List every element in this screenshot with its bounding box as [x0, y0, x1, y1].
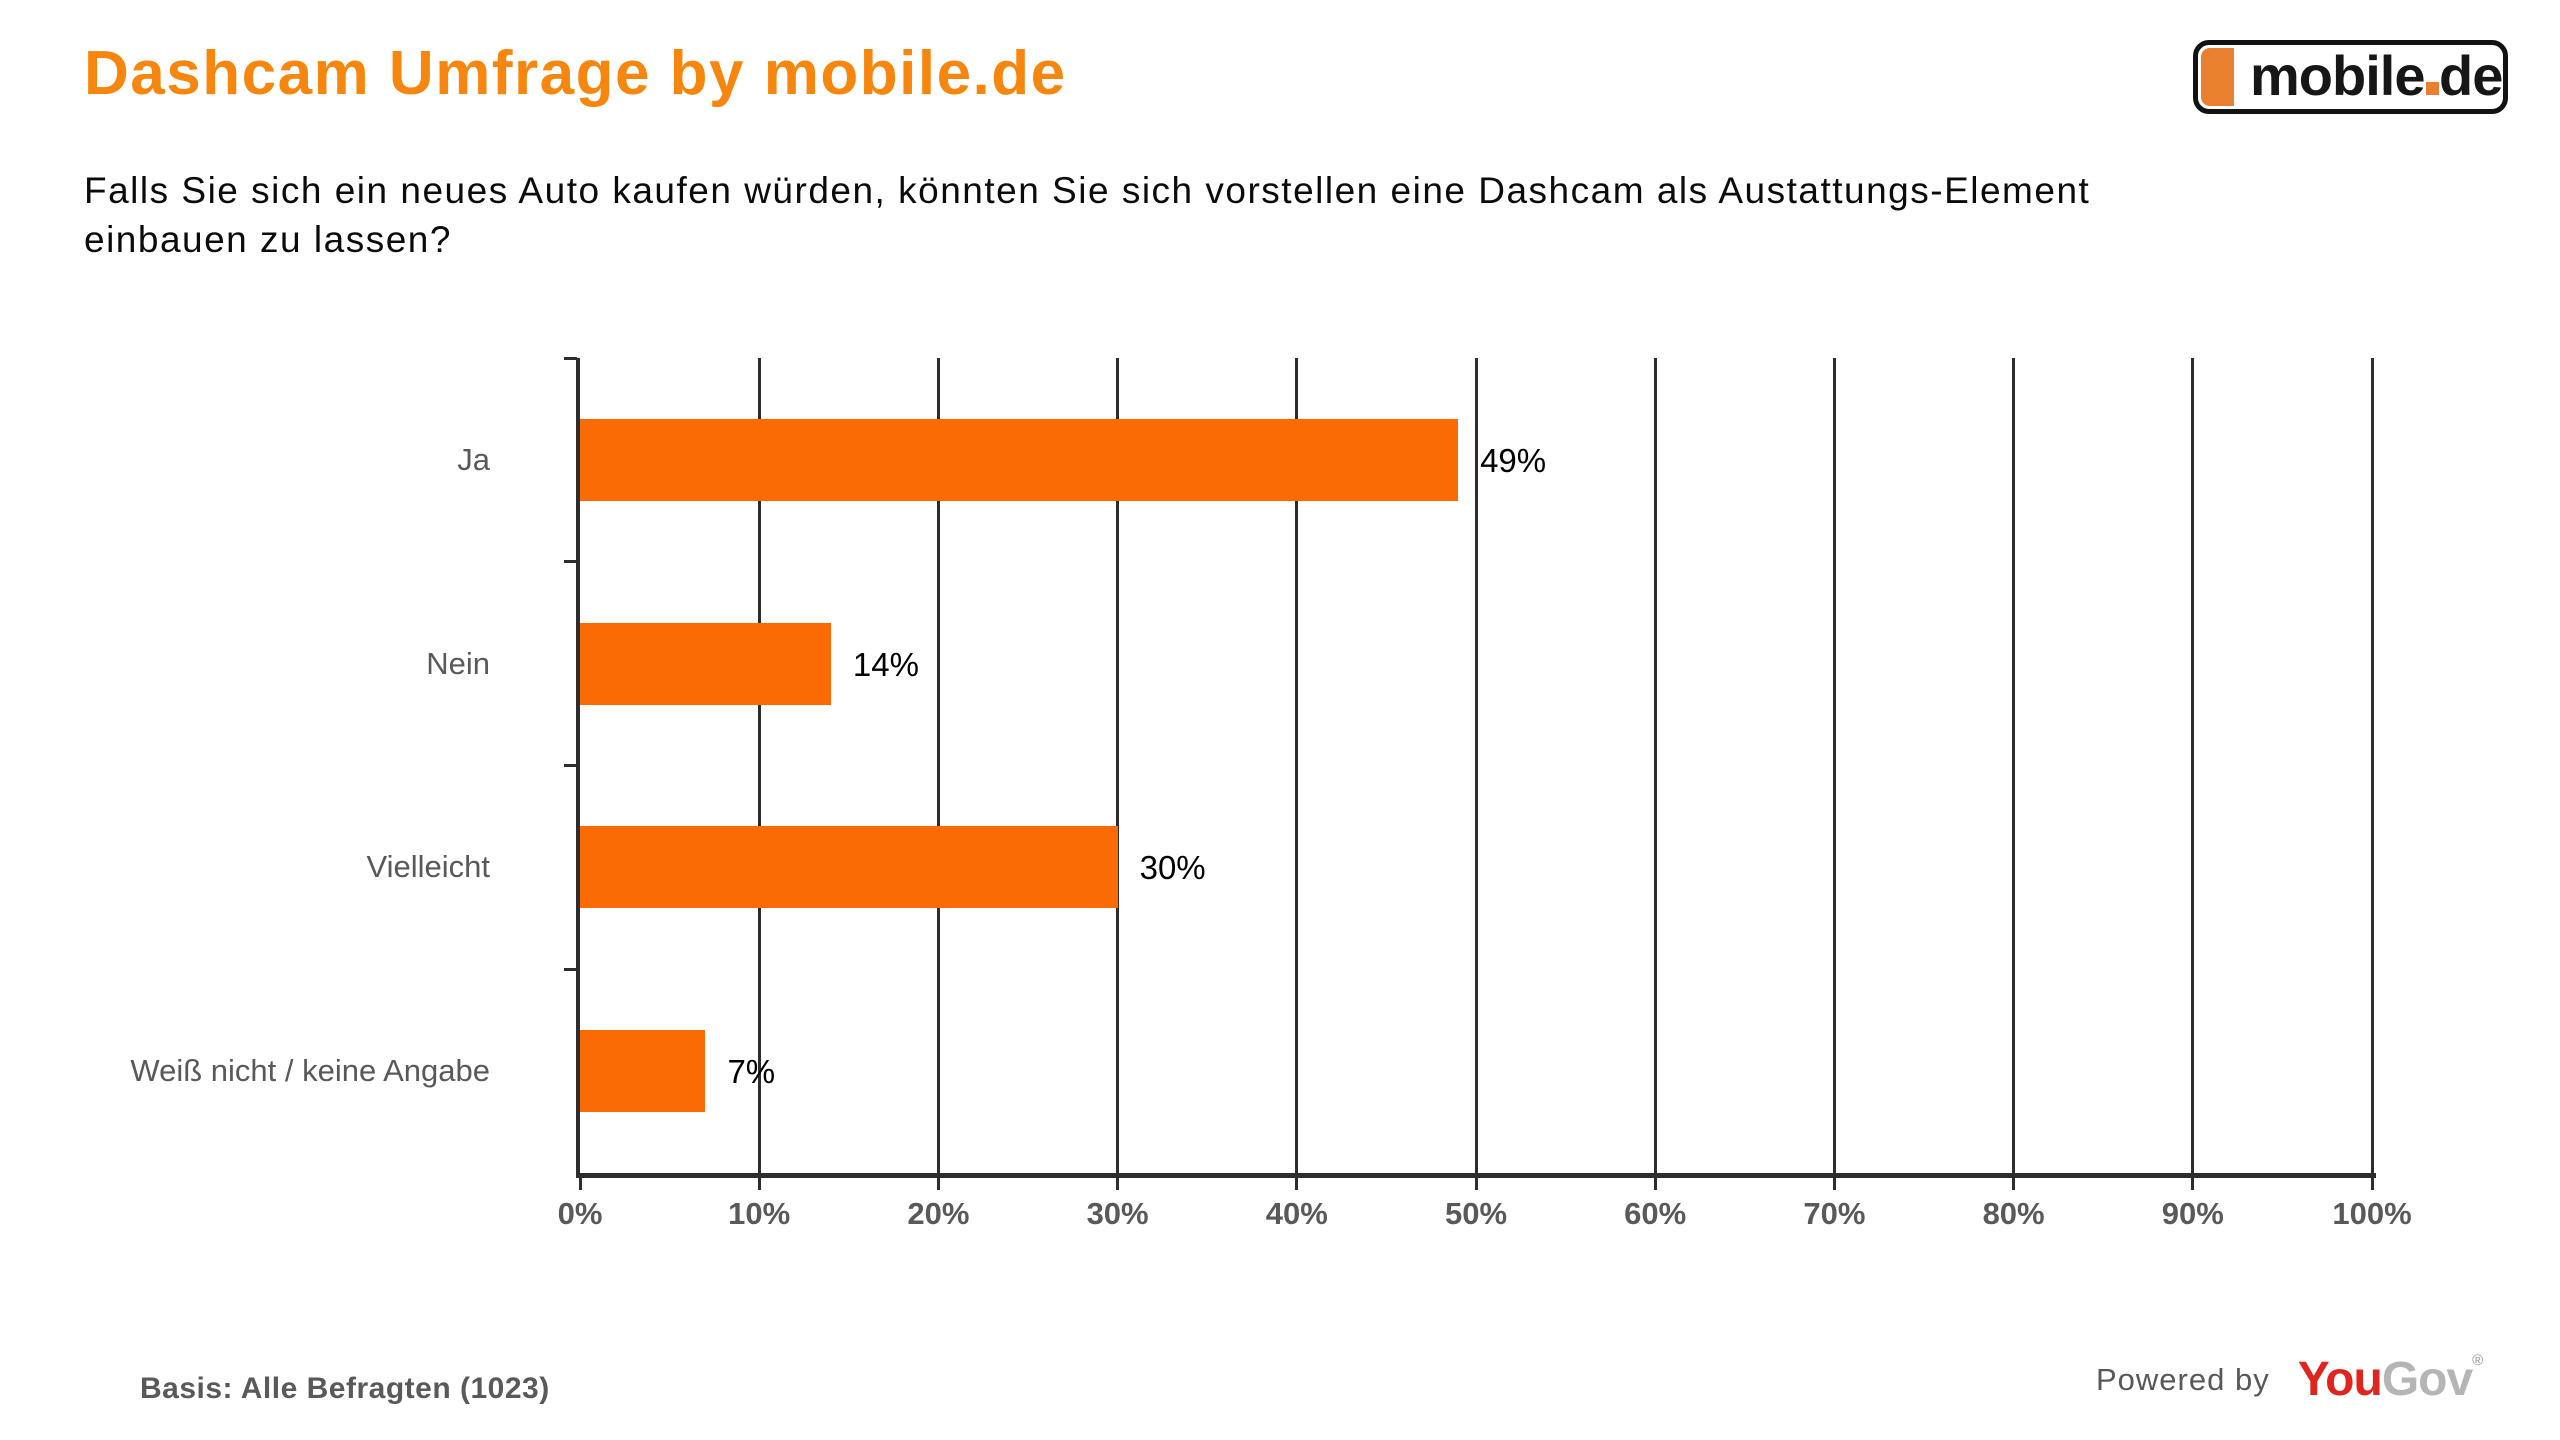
value-label: 30% [1139, 849, 1206, 887]
logo-text: mobile.de [2250, 44, 2503, 109]
value-label: 7% [727, 1053, 776, 1091]
page-title: Dashcam Umfrage by mobile.de [84, 39, 1067, 108]
x-tick-label: 90% [2161, 1196, 2224, 1231]
yougov-logo: YouGov® [2297, 1352, 2484, 1407]
logo-dot: . [2424, 44, 2439, 107]
x-tick-label: 0% [557, 1196, 603, 1231]
x-tick-label: 70% [1803, 1196, 1866, 1231]
gridline [2370, 358, 2374, 1173]
x-axis-tick [2191, 1173, 2195, 1190]
registered-mark: ® [2472, 1352, 2483, 1369]
survey-question: Falls Sie sich ein neues Auto kaufen wür… [84, 170, 2091, 260]
x-axis-tick [1474, 1173, 1478, 1190]
y-axis-line [576, 358, 580, 1178]
x-axis-tick [1832, 1173, 1836, 1190]
x-axis-tick [1295, 1173, 1299, 1190]
gridline [2012, 358, 2016, 1173]
category-boundary-tick [564, 560, 577, 564]
x-axis-tick [757, 1173, 761, 1190]
gridline [1295, 358, 1299, 1173]
category-boundary-tick [564, 764, 577, 767]
x-tick-label: 100% [2332, 1196, 2412, 1231]
yougov-gov: Gov [2381, 1353, 2473, 1406]
gridline [936, 358, 940, 1173]
category-label: Vielleicht [366, 849, 490, 885]
bar-nein [580, 622, 831, 705]
category-label: Weiß nicht / keine Angabe [130, 1053, 490, 1089]
x-axis-tick [936, 1173, 940, 1190]
x-tick-label: 40% [1265, 1196, 1328, 1231]
gridline [1653, 358, 1657, 1173]
logo-word: mobile [2250, 44, 2425, 107]
x-tick-label: 20% [907, 1196, 970, 1231]
bar-vielleicht [580, 826, 1118, 909]
x-tick-label: 50% [1444, 1196, 1508, 1231]
x-axis-tick [1116, 1173, 1120, 1190]
x-tick-label: 80% [1982, 1196, 2045, 1231]
x-axis-tick [1653, 1173, 1657, 1190]
category-label: Ja [457, 441, 490, 477]
x-tick-label: 60% [1624, 1196, 1687, 1231]
logo-tld: de [2439, 44, 2503, 107]
category-axis-labels: Ja Nein Vielleicht Weiß nicht / keine Angab… [80, 358, 490, 1173]
powered-by-label: Powered by [2096, 1361, 2270, 1397]
category-boundary-tick [564, 967, 577, 971]
powered-by-group: Powered by YouGov® [2096, 1352, 2484, 1407]
value-label: 49% [1480, 441, 1547, 479]
gridline [757, 358, 761, 1173]
bar-chart: 0% 10% 20% 30% 40% 50% 60% 70% 80% 90% 100% 49% 14% 3… [558, 356, 2412, 1231]
x-tick-label: 30% [1086, 1196, 1149, 1231]
x-axis-tick [2012, 1173, 2016, 1190]
gridline [2191, 358, 2195, 1173]
gridline [1832, 358, 1836, 1173]
yougov-you: You [2297, 1353, 2383, 1406]
gridline [1474, 358, 1478, 1173]
bar-wei-nicht-keine-angabe [580, 1030, 706, 1113]
gridline [1116, 358, 1120, 1173]
x-axis-tick [2370, 1173, 2374, 1190]
mobile-de-logo: mobile.de [2193, 40, 2508, 114]
category-label: Nein [426, 645, 490, 681]
category-boundary-tick [564, 356, 577, 360]
x-axis-tick [578, 1173, 582, 1190]
value-label: 14% [852, 645, 919, 683]
basis-note: Basis: Alle Befragten (1023) [140, 1372, 550, 1405]
logo-orange-block [2201, 48, 2234, 106]
x-tick-label: 10% [728, 1196, 791, 1231]
bar-ja [580, 418, 1459, 501]
